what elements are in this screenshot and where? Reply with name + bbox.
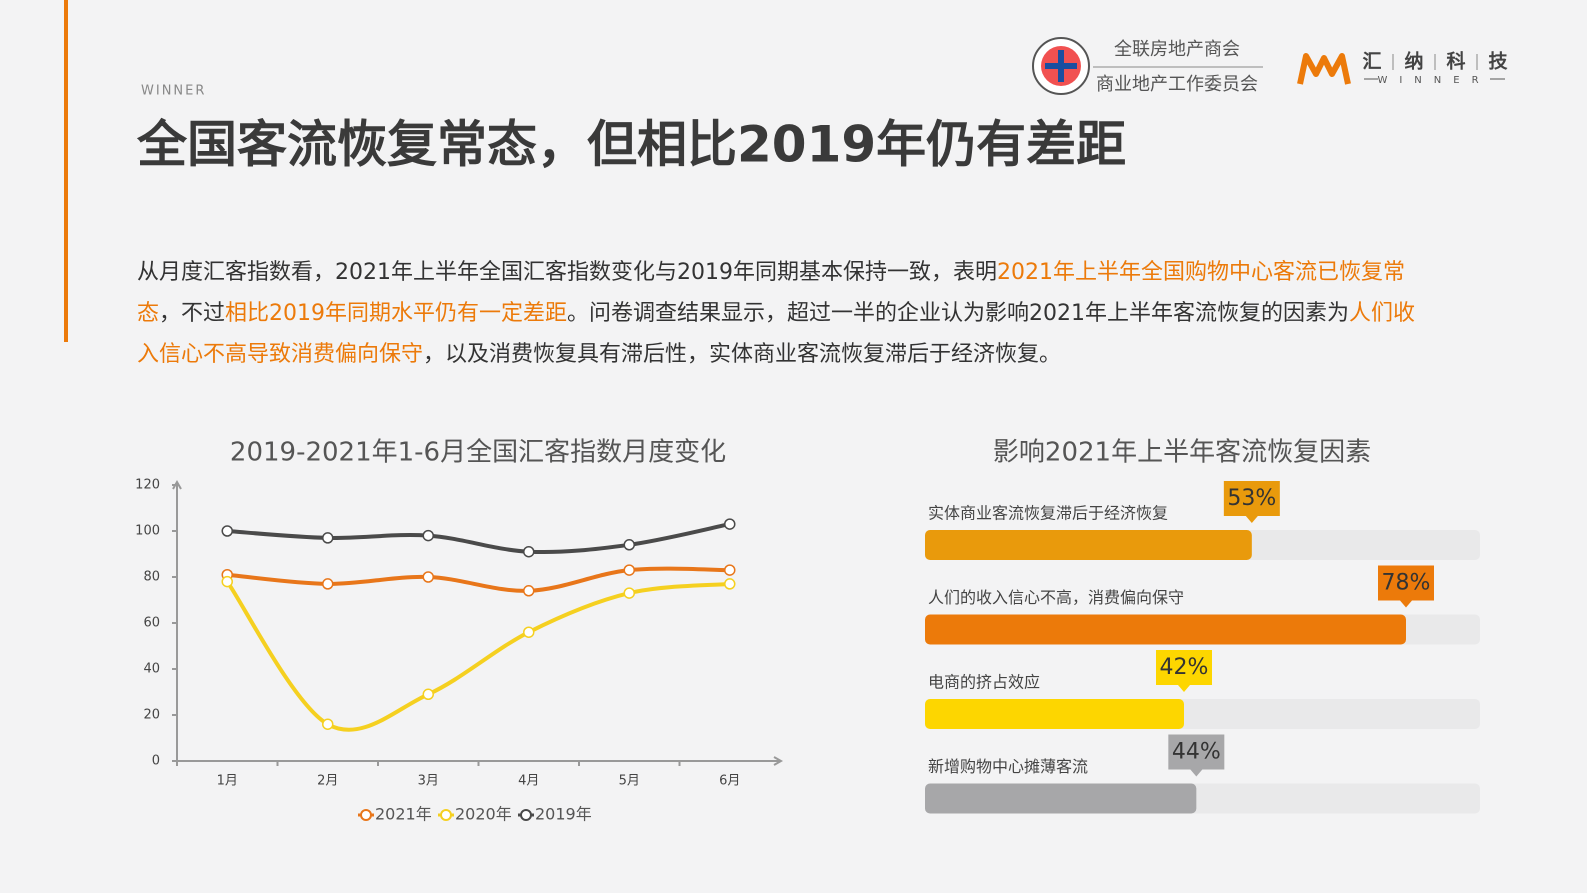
- point: [322, 532, 334, 544]
- bar: [925, 530, 1252, 560]
- point: [523, 545, 535, 558]
- x-tick-label: 1月: [217, 774, 238, 789]
- point: [422, 688, 434, 701]
- body-text: 从月度汇客指数看，2021年上半年全国汇客指数变化与2019年同期基本保持一致，…: [137, 260, 997, 285]
- body-text: ，以及消费恢复具有滞后性，实体商业客流恢复滞后于经济恢复。: [423, 342, 1062, 367]
- bar-label: 人们的收入信心不高，消费偏向保守: [928, 588, 1184, 607]
- brand-logo: [1297, 53, 1351, 85]
- value-label: 44%: [1172, 740, 1221, 765]
- y-tick-label: 40: [143, 662, 160, 677]
- point: [724, 518, 736, 530]
- point: [523, 585, 535, 597]
- y-tick-label: 20: [143, 708, 160, 723]
- series-line: [227, 522, 731, 555]
- brand-char: 汇: [1362, 51, 1381, 73]
- point: [523, 626, 535, 638]
- y-tick-label: 60: [143, 616, 160, 631]
- title: 全国客流恢复常态，但相比2019年仍有差距: [136, 116, 1126, 174]
- value-pointer: [1245, 516, 1258, 523]
- point: [322, 718, 334, 730]
- highlight-text: 人们收入信心不高导致消费偏向保守: [137, 301, 1416, 367]
- point: [322, 578, 334, 590]
- value-label: 53%: [1227, 486, 1276, 511]
- highlight-text: 2021年上半年全国购物中心客流已恢复常态: [137, 260, 1405, 326]
- org-committee: 商业地产工作委员会: [1096, 74, 1258, 95]
- x-tick-label: 3月: [418, 774, 439, 789]
- value-label: 42%: [1160, 655, 1209, 680]
- value-box: [1378, 565, 1434, 601]
- brand-char: 技: [1488, 50, 1508, 73]
- brand-char: 科: [1446, 50, 1465, 73]
- point: [221, 575, 233, 588]
- legend-label: 2019年: [535, 805, 592, 824]
- value-box: [1168, 734, 1225, 770]
- y-tick-label: 100: [135, 524, 160, 539]
- point: [623, 539, 635, 551]
- point: [221, 525, 233, 537]
- bar: [925, 783, 1197, 814]
- x-tick-label: 4月: [518, 774, 539, 789]
- legend-marker: [440, 809, 452, 821]
- x-tick-label: 5月: [619, 774, 640, 789]
- bar: [925, 699, 1184, 729]
- point: [422, 571, 434, 583]
- bar-label: 实体商业客流恢复滞后于经济恢复: [928, 504, 1168, 523]
- brand-char: 纳: [1404, 50, 1423, 73]
- highlight-text: 相比2019年同期水平仍有一定差距: [225, 301, 568, 326]
- point: [422, 529, 434, 542]
- series-line: [227, 566, 730, 593]
- value-pointer: [1178, 685, 1190, 692]
- intro-paragraph: 从月度汇客指数看，2021年上半年全国汇客指数变化与2019年同期基本保持一致，…: [137, 252, 1437, 375]
- legend-marker: [360, 809, 372, 821]
- y-tick-label: 120: [135, 478, 160, 493]
- body-text: ，不过: [159, 301, 226, 326]
- accent-bar: [64, 0, 68, 342]
- bar-label: 电商的挤占效应: [928, 673, 1040, 692]
- y-tick-label: 0: [152, 754, 160, 769]
- point: [623, 587, 635, 599]
- point: [724, 564, 736, 576]
- value-pointer: [1400, 600, 1412, 608]
- series-line: [225, 580, 730, 732]
- legend-label: 2021年: [375, 805, 432, 824]
- y-arrow: [172, 479, 182, 490]
- value-box: [1223, 481, 1280, 516]
- org-logo: [1032, 37, 1263, 95]
- value-pointer: [1190, 769, 1203, 777]
- tag: WINNER: [141, 84, 206, 99]
- bar-label: 新增购物中心摊薄客流: [928, 757, 1088, 776]
- bar: [925, 614, 1406, 645]
- x-tick-label: 2月: [317, 774, 338, 789]
- value-box: [1156, 650, 1212, 685]
- chart-title: 影响2021年上半年客流恢复因素: [993, 438, 1371, 468]
- org-name: 全联房地产商会: [1114, 39, 1240, 60]
- body-text: 。问卷调查结果显示，超过一半的企业认为影响2021年上半年客流恢复的因素为: [567, 301, 1350, 326]
- legend-label: 2020年: [455, 805, 512, 824]
- legend-marker: [520, 809, 532, 821]
- x-arrow: [773, 756, 784, 766]
- y-tick-label: 80: [143, 570, 160, 585]
- point: [724, 578, 736, 590]
- brand-sub: WINNER: [1377, 75, 1490, 86]
- x-tick-label: 6月: [719, 774, 740, 789]
- chart-title: 2019-2021年1-6月全国汇客指数月度变化: [230, 438, 726, 468]
- point: [623, 564, 635, 576]
- value-label: 78%: [1382, 571, 1431, 596]
